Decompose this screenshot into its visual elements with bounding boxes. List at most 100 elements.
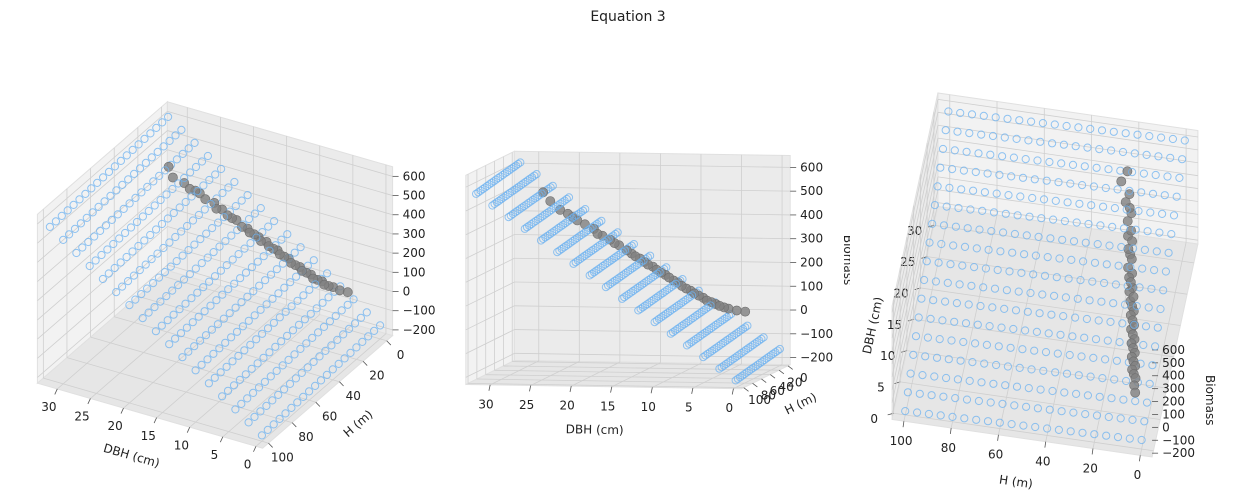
surface-marker <box>934 258 943 267</box>
surface-marker <box>1152 247 1161 256</box>
surface-marker <box>213 320 222 329</box>
surface-marker <box>152 123 161 133</box>
grid-line <box>167 168 393 235</box>
z-tick-label: 300 <box>403 227 426 241</box>
surface-marker <box>227 231 236 240</box>
surface-marker <box>215 242 224 251</box>
surface-marker <box>87 184 96 193</box>
surface-marker <box>1135 283 1144 292</box>
surface-marker <box>715 364 724 373</box>
x-tick-label: 0 <box>726 401 734 415</box>
surface-marker <box>208 224 217 233</box>
surface-marker <box>1074 123 1083 132</box>
surface-marker <box>237 196 246 205</box>
surface-marker <box>963 224 972 233</box>
surface-marker <box>69 200 78 209</box>
surface-marker <box>277 235 286 244</box>
grid-line <box>468 383 744 389</box>
surface-marker <box>1015 363 1024 372</box>
surface-marker <box>991 113 1000 122</box>
surface-marker <box>1031 251 1041 260</box>
surface-marker <box>254 383 264 392</box>
x-tick-label: 10 <box>641 400 656 414</box>
surface-marker <box>1004 191 1013 200</box>
surface-marker <box>1040 271 1050 280</box>
surface-marker <box>650 318 659 327</box>
y-tick-label: 20 <box>369 369 384 383</box>
surface-marker <box>110 162 120 171</box>
surface-marker <box>1172 192 1181 201</box>
surface-marker <box>272 265 281 274</box>
x-axis-label: DBH (cm) <box>860 296 886 356</box>
surface-marker <box>91 256 100 265</box>
surface-marker <box>230 279 239 288</box>
surface-marker <box>961 319 971 328</box>
surface-marker <box>166 262 175 271</box>
surface-marker <box>101 221 111 230</box>
surface-marker <box>1027 365 1036 374</box>
tick-mark <box>1139 455 1141 462</box>
surface-marker <box>1020 250 1029 259</box>
surface-marker <box>134 241 143 251</box>
tick-mark <box>743 387 749 392</box>
surface-marker <box>1045 405 1054 414</box>
surface-marker <box>1122 376 1131 386</box>
y-tick-label: 40 <box>346 389 361 403</box>
surface-marker <box>151 327 160 336</box>
surface-marker <box>973 320 982 329</box>
surface-marker <box>1064 274 1073 283</box>
surface-marker <box>956 356 965 365</box>
surface-marker <box>339 330 348 339</box>
surface-marker <box>118 180 127 189</box>
surface-marker <box>999 228 1008 237</box>
grid-line <box>891 150 939 365</box>
surface-marker <box>211 170 220 179</box>
tick-mark <box>268 442 273 448</box>
surface-marker <box>308 333 317 342</box>
z-tick-label: 600 <box>800 160 823 174</box>
surface-marker <box>209 349 218 358</box>
surface-marker <box>278 259 287 268</box>
surface-marker <box>930 201 940 210</box>
surface-marker <box>634 306 643 315</box>
grid-line <box>893 412 1154 452</box>
surface-marker <box>252 335 261 344</box>
tick-mark <box>787 365 793 370</box>
surface-marker <box>936 163 945 172</box>
surface-marker <box>197 157 207 166</box>
surface-marker <box>250 311 259 320</box>
z-axis-label: Biomass <box>841 235 855 285</box>
surface-marker <box>1027 117 1036 126</box>
surface-marker <box>178 353 187 362</box>
surface-marker <box>174 179 183 188</box>
surface-marker <box>153 147 162 156</box>
surface-marker <box>1023 307 1032 316</box>
surface-marker <box>281 409 290 418</box>
grid-line <box>37 264 168 378</box>
surface-marker <box>950 317 959 326</box>
surface-marker <box>188 318 197 327</box>
y-tick-label: 0 <box>397 348 405 362</box>
surface-marker <box>104 269 113 278</box>
surface-marker <box>194 312 203 321</box>
surface-marker <box>1093 240 1102 249</box>
surface-marker <box>200 205 209 214</box>
surface-marker <box>362 308 371 317</box>
grid-line <box>465 281 515 307</box>
surface-marker <box>1031 422 1040 432</box>
surface-marker <box>1090 258 1100 267</box>
surface-marker <box>156 195 165 205</box>
surface-marker <box>274 390 283 399</box>
surface-marker <box>931 277 941 286</box>
surface-marker <box>926 314 935 323</box>
surface-marker <box>169 208 178 218</box>
tick-mark <box>54 388 58 395</box>
surface-marker <box>90 232 99 241</box>
grid-line <box>57 276 188 390</box>
surface-marker <box>1039 366 1048 375</box>
surface-marker <box>296 243 305 252</box>
surface-marker <box>1159 286 1168 295</box>
surface-marker <box>306 309 315 318</box>
surface-marker <box>190 138 199 147</box>
grid-line <box>937 150 1198 189</box>
